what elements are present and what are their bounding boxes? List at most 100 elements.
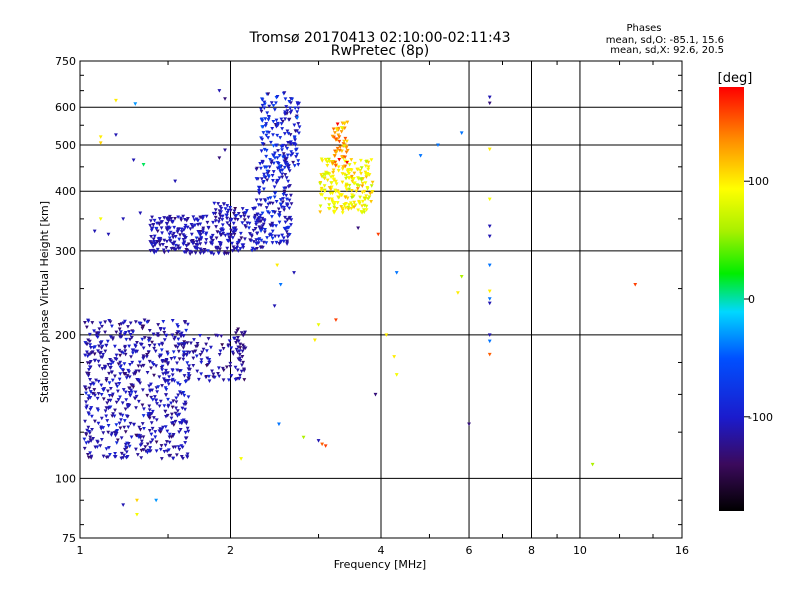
- data-point: [161, 242, 165, 247]
- data-point: [182, 374, 187, 378]
- data-point: [283, 227, 288, 232]
- data-point: [232, 247, 237, 251]
- data-point: [129, 383, 134, 387]
- data-point: [233, 365, 238, 370]
- data-point: [260, 103, 265, 108]
- data-point: [233, 377, 238, 382]
- data-point: [190, 225, 195, 230]
- data-point: [98, 351, 102, 356]
- data-point: [264, 133, 269, 138]
- data-point: [201, 214, 206, 219]
- data-point: [171, 350, 176, 354]
- data-point: [221, 368, 226, 373]
- data-point: [259, 107, 263, 111]
- data-point: [176, 342, 181, 347]
- data-point: [269, 101, 274, 105]
- data-point: [88, 345, 93, 350]
- data-point: [360, 204, 365, 208]
- data-point: [322, 184, 327, 188]
- data-point: [123, 407, 128, 412]
- data-point: [287, 169, 292, 173]
- data-point: [322, 176, 327, 181]
- data-point: [323, 172, 328, 177]
- data-point: [198, 334, 202, 338]
- data-point: [254, 222, 259, 227]
- data-point: [285, 242, 289, 246]
- data-point: [238, 215, 243, 219]
- data-point: [216, 202, 221, 206]
- data-point: [352, 200, 357, 205]
- data-point: [176, 227, 181, 231]
- data-point: [194, 354, 199, 359]
- data-point: [275, 133, 280, 138]
- data-point: [114, 441, 119, 445]
- data-point: [107, 371, 111, 376]
- data-point: [225, 246, 230, 251]
- data-point: [280, 127, 285, 131]
- data-point: [487, 263, 492, 268]
- data-point: [175, 331, 179, 336]
- data-point: [278, 168, 283, 173]
- data-point: [362, 208, 366, 212]
- data-point: [217, 352, 222, 357]
- data-point: [196, 223, 200, 227]
- data-point: [157, 343, 162, 347]
- data-point: [128, 421, 133, 426]
- data-point: [88, 343, 93, 347]
- data-point: [264, 241, 269, 245]
- data-point: [259, 177, 264, 181]
- data-point: [272, 304, 277, 308]
- data-point: [129, 336, 134, 340]
- data-point: [161, 372, 166, 376]
- data-point: [345, 139, 349, 144]
- data-point: [155, 390, 160, 394]
- data-point: [234, 213, 239, 218]
- data-point: [263, 117, 268, 121]
- data-point: [93, 419, 97, 424]
- data-point: [168, 230, 173, 235]
- data-point: [93, 445, 98, 450]
- data-point: [166, 397, 170, 402]
- data-point: [206, 225, 211, 230]
- data-point: [163, 386, 168, 390]
- data-point: [98, 321, 103, 326]
- data-point: [130, 360, 135, 365]
- data-point: [278, 282, 283, 287]
- data-point: [206, 249, 210, 253]
- data-point: [114, 400, 119, 405]
- data-point: [118, 412, 123, 417]
- data-point: [180, 406, 185, 411]
- data-point: [334, 182, 339, 186]
- data-point: [356, 167, 360, 172]
- data-point: [126, 325, 130, 329]
- data-point: [223, 233, 228, 238]
- data-point: [264, 148, 269, 153]
- data-point: [261, 222, 266, 227]
- y-tick-label: 400: [55, 185, 76, 198]
- data-point: [289, 223, 293, 227]
- data-point: [327, 157, 331, 162]
- data-point: [117, 327, 122, 332]
- data-point: [467, 422, 471, 427]
- data-point: [159, 457, 164, 461]
- data-point: [163, 425, 168, 429]
- data-point: [283, 97, 288, 101]
- data-point: [352, 171, 357, 176]
- y-tick-labels: 75 100 200 300 400 500 600 750: [55, 55, 76, 545]
- data-point: [286, 166, 291, 171]
- data-point: [132, 372, 136, 376]
- data-point: [235, 245, 240, 250]
- data-point: [234, 331, 238, 335]
- data-point: [358, 158, 363, 163]
- data-point: [339, 205, 344, 209]
- data-point: [120, 401, 125, 405]
- data-point: [283, 110, 287, 114]
- data-point: [131, 330, 136, 334]
- data-point: [202, 248, 207, 252]
- data-point: [183, 226, 188, 230]
- data-point: [162, 338, 167, 342]
- data-point: [204, 232, 208, 237]
- data-point: [242, 332, 247, 337]
- data-point: [273, 151, 277, 156]
- data-point: [192, 338, 196, 342]
